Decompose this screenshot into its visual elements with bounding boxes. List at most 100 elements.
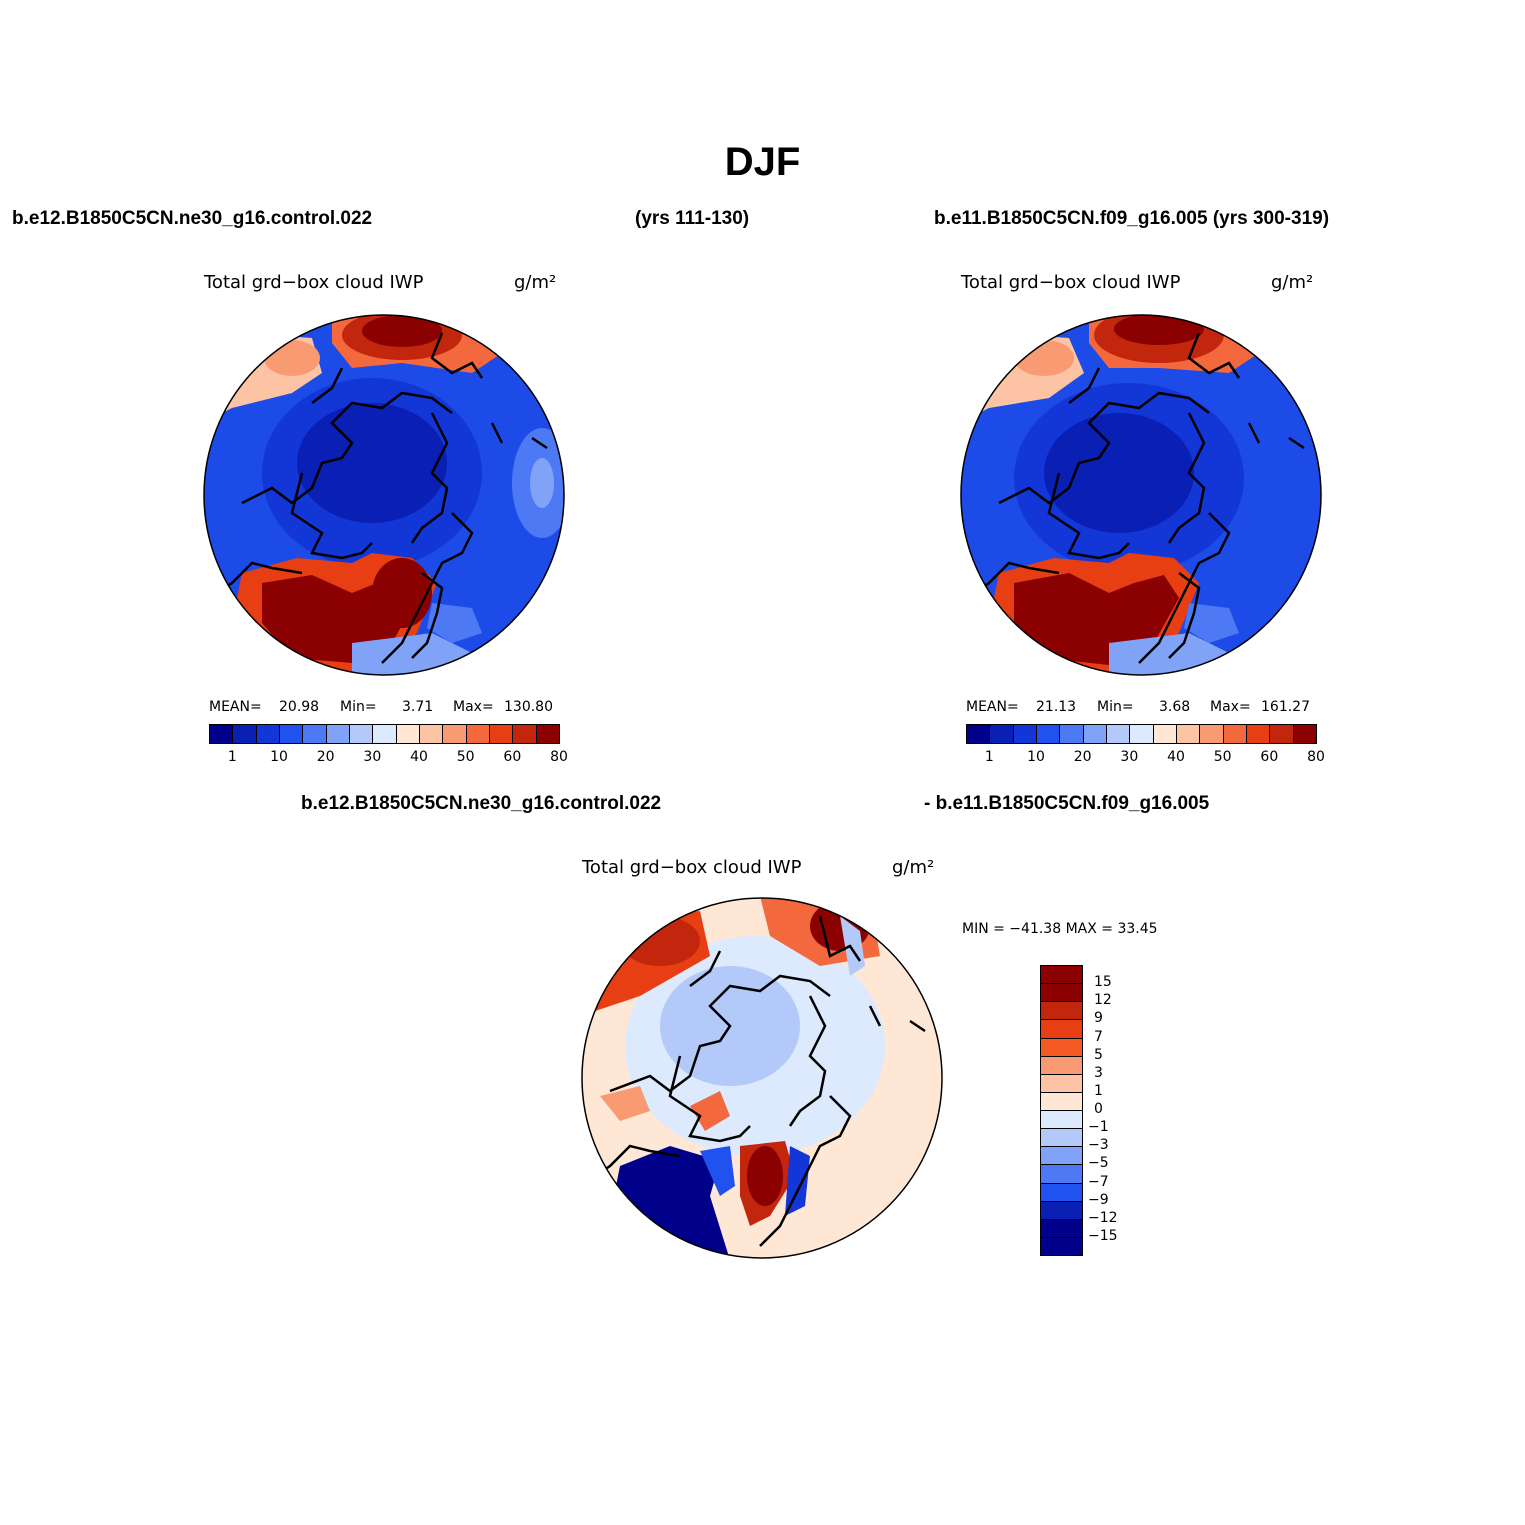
colorbar-swatch xyxy=(349,724,374,744)
colorbar-swatch xyxy=(1040,1091,1083,1111)
colorbar-swatch xyxy=(989,724,1014,744)
diff-case-left: b.e12.B1850C5CN.ne30_g16.control.022 xyxy=(301,793,662,814)
colorbar-swatch xyxy=(279,724,304,744)
colorbar-tick-label: 1 xyxy=(1094,1082,1103,1099)
colorbar-swatch xyxy=(372,724,397,744)
colorbar-tick-label: 10 xyxy=(270,749,288,765)
colorbar-swatch xyxy=(489,724,514,744)
colorbar-tick-label: 10 xyxy=(1027,749,1045,765)
colorbar-tick-label: 7 xyxy=(1094,1028,1103,1045)
colorbar-tick-label: −12 xyxy=(1088,1209,1118,1226)
left-colorbar xyxy=(209,724,560,744)
colorbar-tick-label: 12 xyxy=(1094,992,1112,1009)
case-left-label: b.e12.B1850C5CN.ne30_g16.control.022 xyxy=(12,208,373,229)
colorbar-swatch xyxy=(1152,724,1177,744)
right-max-label: Max= xyxy=(1210,699,1251,715)
right-mean-label: MEAN= xyxy=(966,699,1019,715)
colorbar-tick-label: 40 xyxy=(410,749,428,765)
right-colorbar-ticks: 1 10 20 30 40 50 60 80 xyxy=(966,749,1325,769)
colorbar-tick-label: 3 xyxy=(1094,1064,1103,1081)
colorbar-tick-label: 50 xyxy=(456,749,475,765)
right-colorbar xyxy=(966,724,1317,744)
left-mean-label: MEAN= xyxy=(209,699,262,715)
left-max-value: 130.80 xyxy=(504,699,553,715)
colorbar-tick-label: 80 xyxy=(550,749,568,765)
colorbar-swatch xyxy=(1199,724,1224,744)
colorbar-swatch xyxy=(442,724,467,744)
colorbar-tick-label: 30 xyxy=(1120,749,1139,765)
colorbar-tick-label: −1 xyxy=(1088,1119,1109,1136)
diff-variable-title: Total grd−box cloud IWP xyxy=(582,857,802,878)
colorbar-swatch xyxy=(1036,724,1061,744)
colorbar-swatch xyxy=(1106,724,1131,744)
colorbar-swatch xyxy=(1040,983,1083,1003)
colorbar-tick-label: 60 xyxy=(1260,749,1279,765)
colorbar-swatch xyxy=(209,724,234,744)
diff-colorbar xyxy=(1040,965,1083,1256)
colorbar-swatch xyxy=(1040,1037,1083,1057)
colorbar-swatch xyxy=(1040,965,1083,985)
left-variable-title: Total grd−box cloud IWP xyxy=(204,272,424,293)
colorbar-swatch xyxy=(419,724,444,744)
colorbar-tick-label: 9 xyxy=(1094,1010,1103,1027)
colorbar-tick-label: −9 xyxy=(1088,1191,1109,1208)
colorbar-swatch xyxy=(302,724,327,744)
colorbar-tick-label: 20 xyxy=(1073,749,1092,765)
colorbar-tick-label: 60 xyxy=(503,749,522,765)
right-polar-map xyxy=(960,314,1322,676)
colorbar-swatch xyxy=(465,724,490,744)
left-max-label: Max= xyxy=(453,699,494,715)
colorbar-swatch xyxy=(1082,724,1107,744)
colorbar-tick-label: −5 xyxy=(1088,1155,1109,1172)
colorbar-swatch xyxy=(1040,1182,1083,1202)
colorbar-swatch xyxy=(1040,1236,1083,1256)
colorbar-tick-label: 0 xyxy=(1094,1101,1103,1117)
colorbar-swatch xyxy=(1059,724,1084,744)
colorbar-tick-label: 30 xyxy=(363,749,382,765)
colorbar-tick-label: 80 xyxy=(1307,749,1325,765)
colorbar-swatch xyxy=(1269,724,1294,744)
left-polar-map xyxy=(203,314,565,676)
case-right-label: b.e11.B1850C5CN.f09_g16.005 (yrs 300-319… xyxy=(934,208,1330,229)
colorbar-swatch xyxy=(1040,1128,1083,1148)
colorbar-swatch xyxy=(1246,724,1271,744)
diff-colorbar-ticks: 15 12 9 7 5 3 1 0 −1 −3 −5 −7 −9 −12 −15 xyxy=(1088,965,1148,1255)
left-colorbar-ticks: 1 10 20 30 40 50 60 80 xyxy=(209,749,568,769)
colorbar-swatch xyxy=(1222,724,1247,744)
left-min-value: 3.71 xyxy=(402,699,434,715)
right-mean-value: 21.13 xyxy=(1036,699,1077,715)
colorbar-swatch xyxy=(395,724,420,744)
colorbar-swatch xyxy=(1129,724,1154,744)
left-mean-value: 20.98 xyxy=(279,699,320,715)
colorbar-swatch xyxy=(1040,1200,1083,1220)
colorbar-swatch xyxy=(1040,1146,1083,1166)
colorbar-swatch xyxy=(1292,724,1317,744)
diff-units: g/m² xyxy=(892,857,935,878)
colorbar-tick-label: −3 xyxy=(1088,1137,1109,1154)
diff-case-right: - b.e11.B1850C5CN.f09_g16.005 xyxy=(924,793,1210,814)
colorbar-tick-label: −7 xyxy=(1088,1173,1109,1190)
colorbar-swatch xyxy=(966,724,991,744)
diff-polar-map xyxy=(581,897,943,1259)
colorbar-swatch xyxy=(512,724,537,744)
colorbar-swatch xyxy=(1040,1001,1083,1021)
colorbar-tick-label: 50 xyxy=(1213,749,1232,765)
colorbar-swatch xyxy=(255,724,280,744)
left-min-label: Min= xyxy=(340,699,377,715)
colorbar-swatch xyxy=(1012,724,1037,744)
colorbar-tick-label: 1 xyxy=(227,749,237,765)
case-left-years: (yrs 111-130) xyxy=(635,208,750,229)
colorbar-tick-label: 15 xyxy=(1094,974,1112,991)
colorbar-tick-label: 40 xyxy=(1167,749,1185,765)
colorbar-swatch xyxy=(1040,1055,1083,1075)
colorbar-tick-label: 1 xyxy=(984,749,994,765)
colorbar-tick-label: 20 xyxy=(316,749,335,765)
colorbar-swatch xyxy=(232,724,257,744)
colorbar-swatch xyxy=(1040,1019,1083,1039)
right-variable-title: Total grd−box cloud IWP xyxy=(961,272,1181,293)
right-min-value: 3.68 xyxy=(1159,699,1191,715)
right-units: g/m² xyxy=(1271,272,1314,293)
colorbar-tick-label: −15 xyxy=(1088,1227,1118,1244)
colorbar-swatch xyxy=(1176,724,1201,744)
right-min-label: Min= xyxy=(1097,699,1134,715)
